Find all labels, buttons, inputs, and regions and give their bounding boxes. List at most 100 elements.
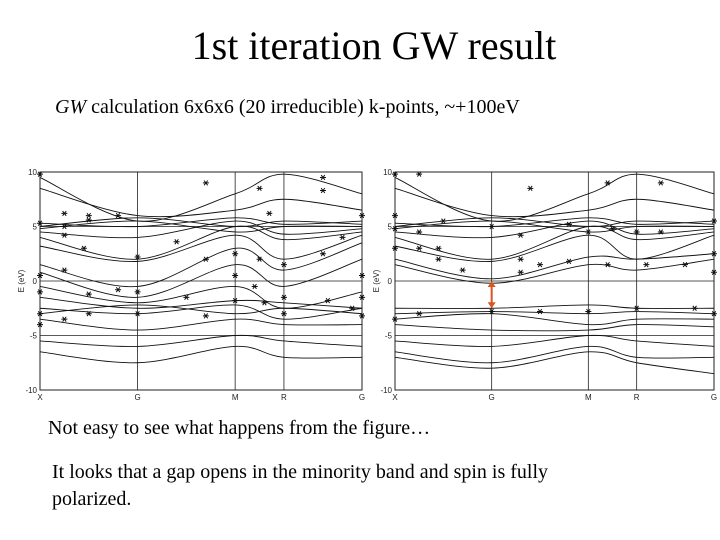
gw-point-marker	[134, 289, 141, 295]
gw-point-marker	[280, 294, 287, 301]
gw-point-marker	[37, 289, 43, 295]
gw-point-marker	[61, 210, 68, 217]
band-line	[39, 225, 363, 260]
y-tick-label: -5	[30, 332, 38, 341]
band-line	[394, 234, 715, 262]
band-line	[39, 296, 363, 309]
gap-arrow-head-down	[487, 302, 496, 309]
x-tick-label: M	[585, 393, 592, 402]
gw-point-marker	[527, 185, 534, 192]
band-line	[39, 187, 363, 218]
gw-point-marker	[657, 229, 664, 235]
gw-point-marker	[711, 218, 717, 224]
x-tick-label: X	[392, 393, 398, 402]
gw-point-marker	[319, 251, 326, 257]
y-axis-label: E (eV)	[17, 269, 26, 292]
gw-point-marker	[85, 291, 92, 297]
gw-point-marker	[691, 305, 698, 311]
gw-point-marker	[392, 316, 398, 322]
x-tick-label: G	[359, 393, 365, 402]
gw-point-marker	[609, 225, 616, 232]
gw-point-marker	[359, 272, 365, 279]
band-line	[39, 220, 363, 233]
band-line	[394, 253, 715, 280]
band-line	[394, 324, 715, 332]
band-line	[394, 217, 715, 228]
gw-point-marker	[256, 185, 263, 192]
band-line	[39, 234, 363, 262]
band-line	[394, 334, 715, 347]
gw-point-marker	[604, 261, 611, 268]
band-line	[394, 187, 715, 218]
gw-point-marker	[266, 210, 273, 217]
band-line	[394, 217, 715, 227]
gw-point-marker	[61, 223, 68, 230]
y-tick-label: 5	[388, 223, 393, 232]
gw-point-marker	[359, 294, 365, 301]
band-line	[394, 345, 715, 364]
gw-point-marker	[251, 283, 258, 290]
slide-title: 1st iteration GW result	[191, 23, 557, 68]
gw-point-marker	[80, 245, 87, 251]
gw-point-marker	[604, 180, 611, 186]
band-line	[39, 304, 363, 315]
subtitle-rest: calculation 6x6x6 (20 irreducible) k-poi…	[86, 96, 520, 118]
y-tick-label: 10	[383, 168, 392, 177]
band-line	[39, 345, 363, 364]
gw-point-marker	[711, 251, 717, 257]
gw-point-marker	[339, 234, 346, 241]
gw-point-marker	[134, 254, 141, 260]
gw-point-marker	[232, 297, 239, 304]
band-line	[39, 242, 363, 288]
band-line	[394, 351, 715, 375]
gw-point-marker	[359, 313, 365, 319]
gw-point-marker	[566, 258, 572, 265]
gw-point-marker	[61, 267, 68, 273]
slide-subtitle: GW calculation 6x6x6 (20 irreducible) k-…	[55, 95, 520, 119]
x-tick-label: G	[489, 393, 495, 402]
y-tick-label: 5	[33, 223, 38, 232]
gw-point-marker	[711, 311, 717, 317]
gw-point-marker	[633, 305, 640, 311]
left-band-structure-panel: 10 5 0 -5 -10X G M R G E (eV)	[17, 168, 365, 402]
gw-point-marker	[61, 232, 68, 238]
gw-point-marker	[517, 232, 524, 238]
gw-point-marker	[682, 261, 688, 268]
gw-point-marker	[392, 171, 398, 177]
band-line	[394, 258, 715, 284]
y-tick-label: -10	[25, 386, 37, 395]
band-line	[39, 173, 363, 222]
x-tick-label: R	[634, 393, 640, 402]
gw-point-marker	[37, 171, 43, 177]
gw-point-marker	[435, 245, 442, 251]
x-tick-label: X	[37, 393, 43, 402]
subtitle-italic: GW	[55, 96, 87, 118]
gw-point-marker	[202, 256, 209, 262]
gw-point-marker	[37, 272, 43, 279]
gw-point-marker	[537, 261, 543, 268]
gw-point-marker	[392, 245, 398, 251]
gw-point-marker	[232, 251, 239, 257]
gw-point-marker	[488, 223, 495, 230]
gw-point-marker	[392, 225, 398, 232]
gw-point-marker	[585, 308, 592, 315]
gw-point-marker	[517, 269, 524, 275]
gw-point-marker	[392, 212, 398, 219]
band-line	[39, 304, 363, 320]
y-tick-label: 10	[28, 168, 37, 177]
gw-point-marker	[416, 311, 423, 317]
gw-point-marker	[435, 256, 442, 262]
band-line	[39, 318, 363, 331]
gw-point-marker	[319, 187, 326, 194]
band-line	[39, 334, 363, 347]
gw-point-marker	[37, 321, 43, 328]
x-tick-label: M	[232, 393, 239, 402]
gw-point-marker	[232, 272, 239, 279]
band-line	[394, 311, 715, 315]
gw-point-marker	[280, 261, 287, 268]
gw-point-marker	[37, 220, 43, 226]
gw-point-marker	[115, 212, 122, 219]
gw-point-marker	[85, 311, 92, 317]
gw-point-marker	[37, 311, 43, 317]
gw-point-marker	[711, 269, 717, 275]
